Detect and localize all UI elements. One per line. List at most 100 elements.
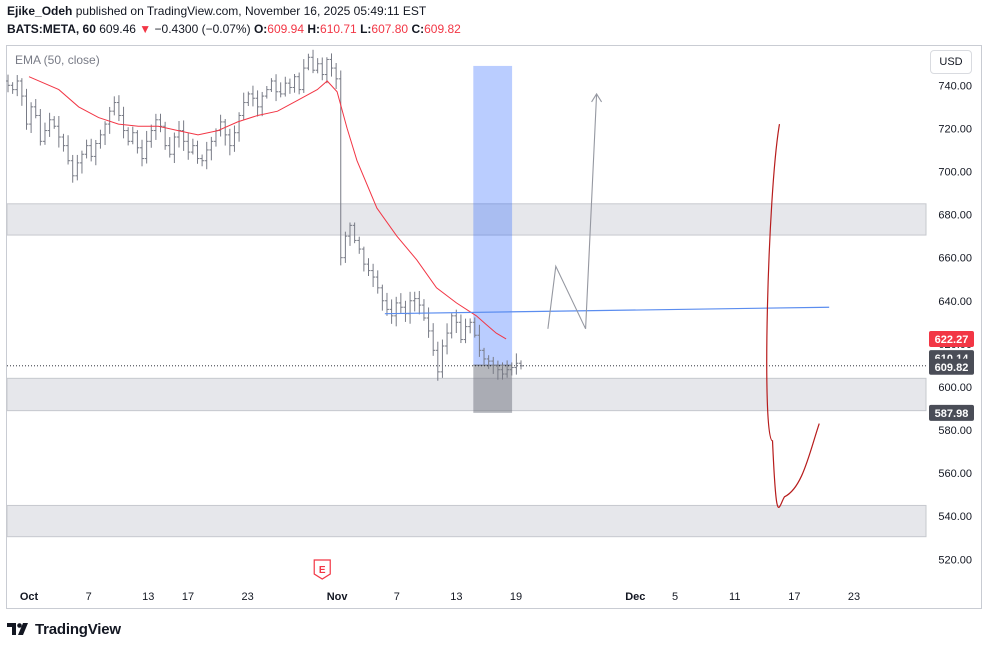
ohlc-bar [255,90,260,117]
ohlc-bar [412,291,417,312]
ohlc-bar [177,121,181,148]
ohlc-bar [491,356,496,374]
x-tick-label: 13 [142,591,154,603]
ohlc-bar [306,53,311,71]
ohlc-bar [297,72,302,95]
x-tick-label: Dec [625,591,645,603]
long-position-target-zone [473,65,513,366]
ohlc-bar [495,360,500,380]
ohlc-bar [116,95,121,122]
symbol-label[interactable]: BATS:META, 60 [7,22,96,36]
ohlc-bar [269,78,274,92]
low-value: 607.80 [371,22,409,36]
y-tick-label: 660.00 [938,253,972,265]
ohlc-bar [107,106,112,134]
ohlc-bar [144,130,149,164]
ohlc-bar [246,91,251,107]
price-axis-label-text: 587.98 [935,408,969,420]
ohlc-bar [361,246,366,272]
ohlc-bar [66,135,71,165]
earnings-marker-icon[interactable]: E [313,559,331,580]
x-tick-label: 7 [394,591,400,603]
ohlc-bar [458,314,463,344]
ohlc-bar [79,150,84,174]
ohlc-bar [375,270,380,294]
price-axis-label: 609.82 [929,358,974,375]
tradingview-logo[interactable]: TradingView [7,620,121,638]
ohlc-bar [24,88,29,130]
ohlc-bar [463,318,468,344]
ohlc-bar [172,132,177,164]
high-label: H: [307,22,321,36]
ohlc-bar [121,106,126,139]
ema-indicator-label[interactable]: EMA (50, close) [15,53,100,67]
ohlc-bar [61,133,66,152]
published-text: published on TradingView.com, November 1… [75,4,427,18]
ohlc-bar [435,341,440,381]
ohlc-bar [357,236,362,254]
ohlc-bar [241,92,246,120]
ohlc-bar [440,339,445,378]
open-label: O: [253,22,268,36]
price-axis-label: 587.98 [929,404,974,421]
ohlc-bar [426,307,431,338]
ohlc-bar [84,139,89,159]
y-tick-label: 560.00 [938,468,972,480]
ohlc-bar [204,141,209,170]
open-value: 609.94 [267,22,304,36]
ohlc-bar [421,299,426,321]
ohlc-bar [334,63,339,90]
long-position-stop-zone [473,365,513,413]
high-value: 610.71 [320,22,357,36]
ohlc-bar [274,74,279,102]
change-arrow-icon: ▼ [139,22,152,36]
last-price: 609.46 [99,22,136,36]
ohlc-bar [70,154,75,183]
ohlc-bar [29,102,34,133]
price-axis-label-text: 622.27 [935,334,969,346]
x-tick-label: 19 [510,591,522,603]
ohlc-bar [19,78,24,106]
close-label: C: [411,22,425,36]
x-tick-label: 17 [182,591,194,603]
author-name[interactable]: Ejike_Odeh [7,4,73,18]
ohlc-bar [130,126,135,145]
price-axis-label-text: 609.82 [935,362,969,374]
ohlc-bar [163,121,168,150]
ohlc-bar [260,91,265,117]
ohlc-bar [186,132,191,160]
projection-path [547,93,598,330]
y-tick-label: 600.00 [938,382,972,394]
ohlc-bar [477,324,482,357]
y-tick-label: 520.00 [938,554,972,566]
x-tick-label: 11 [729,591,740,603]
ohlc-bar [89,138,94,162]
ohlc-bar [343,231,348,263]
ohlc-bar [278,82,283,98]
ohlc-bar [398,293,403,313]
ohlc-bar [338,70,343,266]
projection-arrow-icon [591,92,603,103]
ohlc-bar [112,96,117,116]
ohlc-bar [6,74,10,93]
y-tick-label: 680.00 [938,210,972,222]
x-tick-label: 23 [242,591,254,603]
y-tick-label: 720.00 [938,123,972,135]
x-tick-label: 7 [86,591,92,603]
ohlc-bar [218,114,223,137]
chart-frame [6,45,982,609]
ohlc-bar [371,263,376,288]
ohlc-bar [431,323,436,356]
ohlc-bar [380,284,385,311]
ohlc-bar [42,122,47,145]
currency-button[interactable]: USD [930,50,972,74]
ohlc-bar [135,130,140,154]
ohlc-bar [283,76,288,97]
x-tick-label: 23 [848,591,860,603]
y-tick-label: 740.00 [938,80,972,92]
ohlc-bar [38,109,43,146]
ohlc-bar [408,291,413,324]
ohlc-bar [389,299,394,324]
close-value: 609.82 [424,22,461,36]
